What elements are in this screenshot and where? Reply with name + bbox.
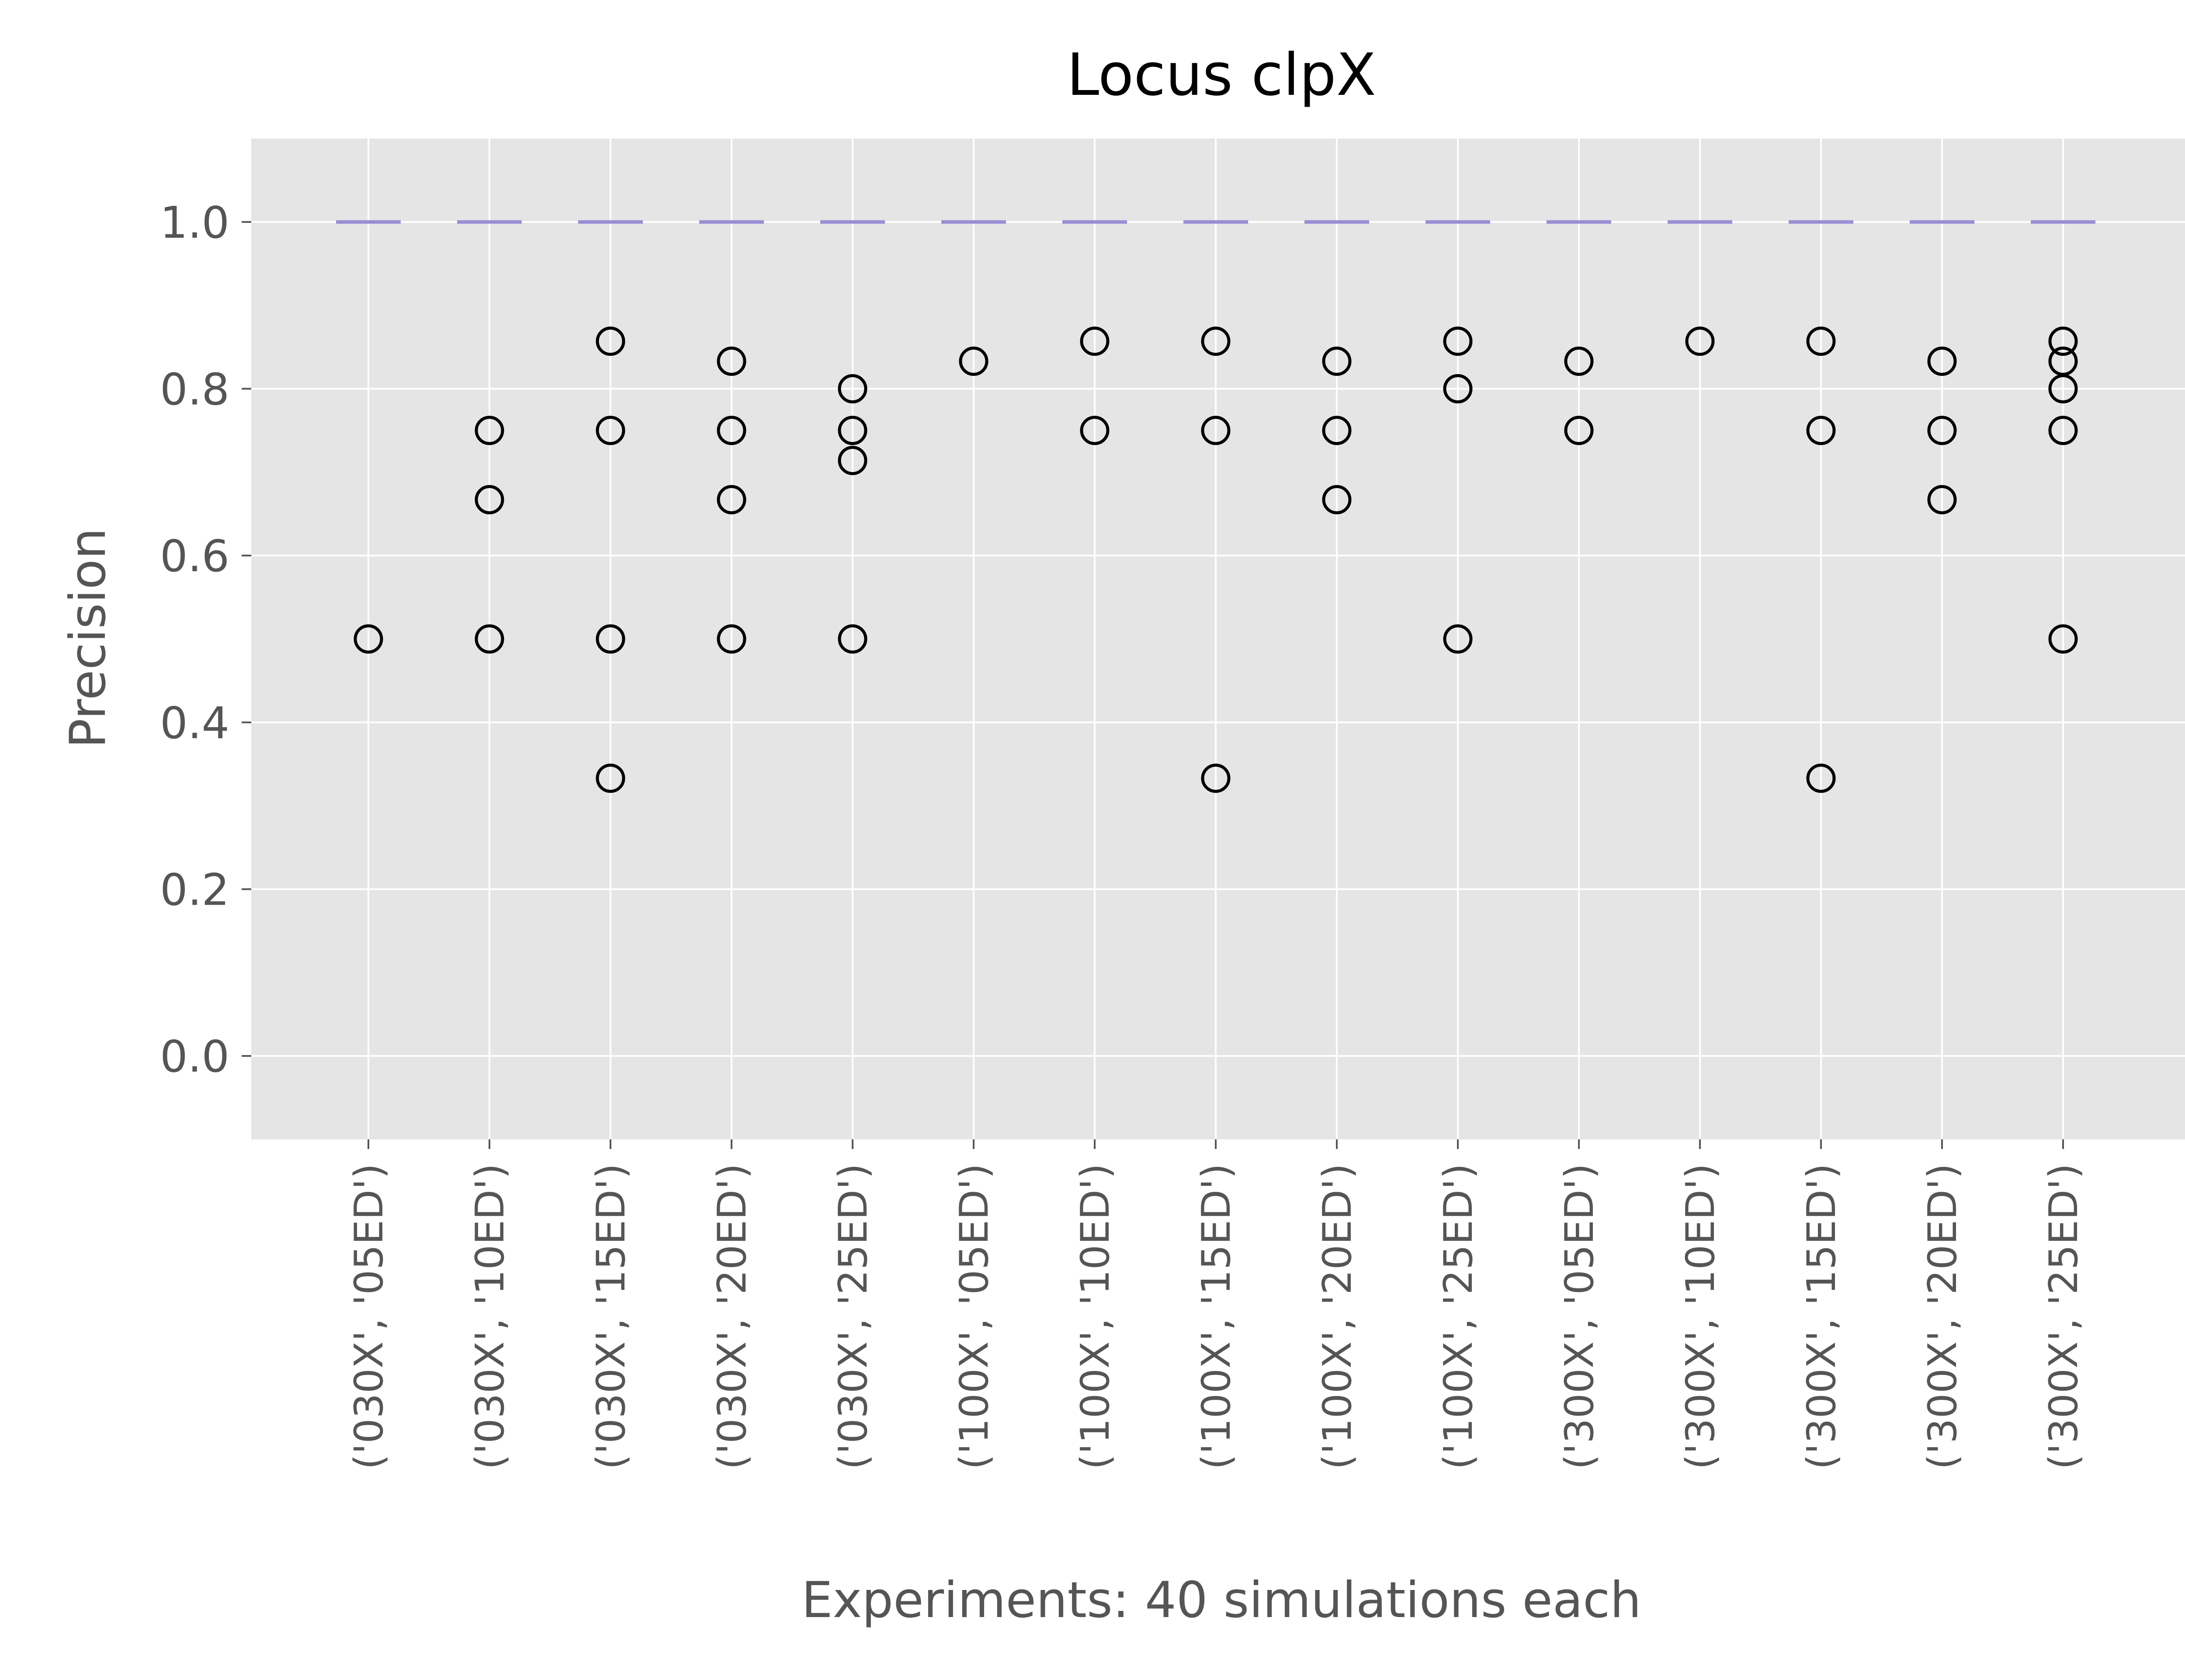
outlier-point bbox=[2048, 374, 2078, 403]
outlier-point bbox=[1927, 347, 1957, 376]
outlier-point bbox=[1806, 416, 1836, 445]
plot-area bbox=[251, 139, 2185, 1139]
outlier-point bbox=[1080, 416, 1110, 445]
outlier-point bbox=[1322, 485, 1352, 514]
y-tick-label: 0.2 bbox=[160, 864, 229, 916]
outlier-point bbox=[1806, 326, 1836, 356]
outlier-point bbox=[838, 446, 867, 476]
outlier-point bbox=[475, 624, 504, 654]
outlier-point bbox=[838, 416, 867, 445]
x-tick-label: ('300X', '15ED') bbox=[1799, 1163, 1845, 1470]
x-tick-label: ('100X', '10ED') bbox=[1072, 1163, 1118, 1470]
outlier-point bbox=[596, 326, 625, 356]
outlier-point bbox=[1201, 326, 1231, 356]
outlier-point bbox=[354, 624, 383, 654]
outlier-point bbox=[838, 624, 867, 654]
outlier-point bbox=[2048, 416, 2078, 445]
x-tick-label: ('030X', '20ED') bbox=[709, 1163, 755, 1470]
outlier-point bbox=[1564, 416, 1594, 445]
y-axis-label: Precision bbox=[59, 528, 117, 748]
outlier-point bbox=[475, 416, 504, 445]
outlier-point bbox=[1443, 624, 1473, 654]
outlier-layer bbox=[354, 326, 2078, 793]
outlier-point bbox=[838, 374, 867, 403]
y-tick-label: 0.0 bbox=[160, 1031, 229, 1082]
outlier-point bbox=[717, 347, 746, 376]
x-tick-label: ('300X', '10ED') bbox=[1678, 1163, 1724, 1470]
outlier-point bbox=[1443, 326, 1473, 356]
outlier-point bbox=[1685, 326, 1715, 356]
y-tick-label: 0.6 bbox=[160, 531, 229, 582]
outlier-point bbox=[596, 624, 625, 654]
outlier-point bbox=[717, 485, 746, 514]
outlier-point bbox=[1080, 326, 1110, 356]
outlier-point bbox=[2048, 326, 2078, 356]
x-tick-label: ('100X', '15ED') bbox=[1193, 1163, 1239, 1470]
outlier-point bbox=[1443, 374, 1473, 403]
outlier-point bbox=[2048, 624, 2078, 654]
outlier-point bbox=[1806, 764, 1836, 793]
x-axis-ticks: ('030X', '05ED') ('030X', '10ED') ('030X',… bbox=[346, 1139, 2087, 1470]
outlier-point bbox=[1322, 347, 1352, 376]
y-tick-label: 0.4 bbox=[160, 698, 229, 749]
x-tick-label: ('100X', '25ED') bbox=[1436, 1163, 1481, 1470]
outlier-point bbox=[475, 485, 504, 514]
grid-layer bbox=[251, 139, 2185, 1139]
outlier-point bbox=[717, 416, 746, 445]
outlier-point bbox=[1322, 416, 1352, 445]
outlier-point bbox=[1201, 416, 1231, 445]
x-tick-label: ('300X', '20ED') bbox=[1920, 1163, 1966, 1470]
x-tick-label: ('030X', '10ED') bbox=[467, 1163, 513, 1470]
x-tick-label: ('100X', '20ED') bbox=[1314, 1163, 1360, 1470]
outlier-point bbox=[959, 347, 988, 376]
outlier-point bbox=[1927, 485, 1957, 514]
x-tick-label: ('300X', '05ED') bbox=[1557, 1163, 1602, 1470]
outlier-point bbox=[596, 764, 625, 793]
y-axis-ticks: 0.0 0.2 0.4 0.6 0.8 1.0 bbox=[160, 197, 251, 1082]
outlier-point bbox=[596, 416, 625, 445]
outlier-point bbox=[1927, 416, 1957, 445]
chart-title: Locus clpX bbox=[1067, 42, 1376, 109]
y-tick-label: 1.0 bbox=[160, 197, 229, 248]
x-tick-label: ('030X', '25ED') bbox=[830, 1163, 876, 1470]
outlier-point bbox=[717, 624, 746, 654]
x-tick-label: ('100X', '05ED') bbox=[951, 1163, 997, 1470]
x-tick-label: ('030X', '15ED') bbox=[588, 1163, 634, 1470]
x-axis-label: Experiments: 40 simulations each bbox=[801, 1571, 1641, 1629]
outlier-point bbox=[1564, 347, 1594, 376]
x-tick-label: ('030X', '05ED') bbox=[346, 1163, 392, 1470]
outlier-point bbox=[1201, 764, 1231, 793]
x-tick-label: ('300X', '25ED') bbox=[2041, 1163, 2087, 1470]
y-tick-label: 0.8 bbox=[160, 364, 229, 415]
